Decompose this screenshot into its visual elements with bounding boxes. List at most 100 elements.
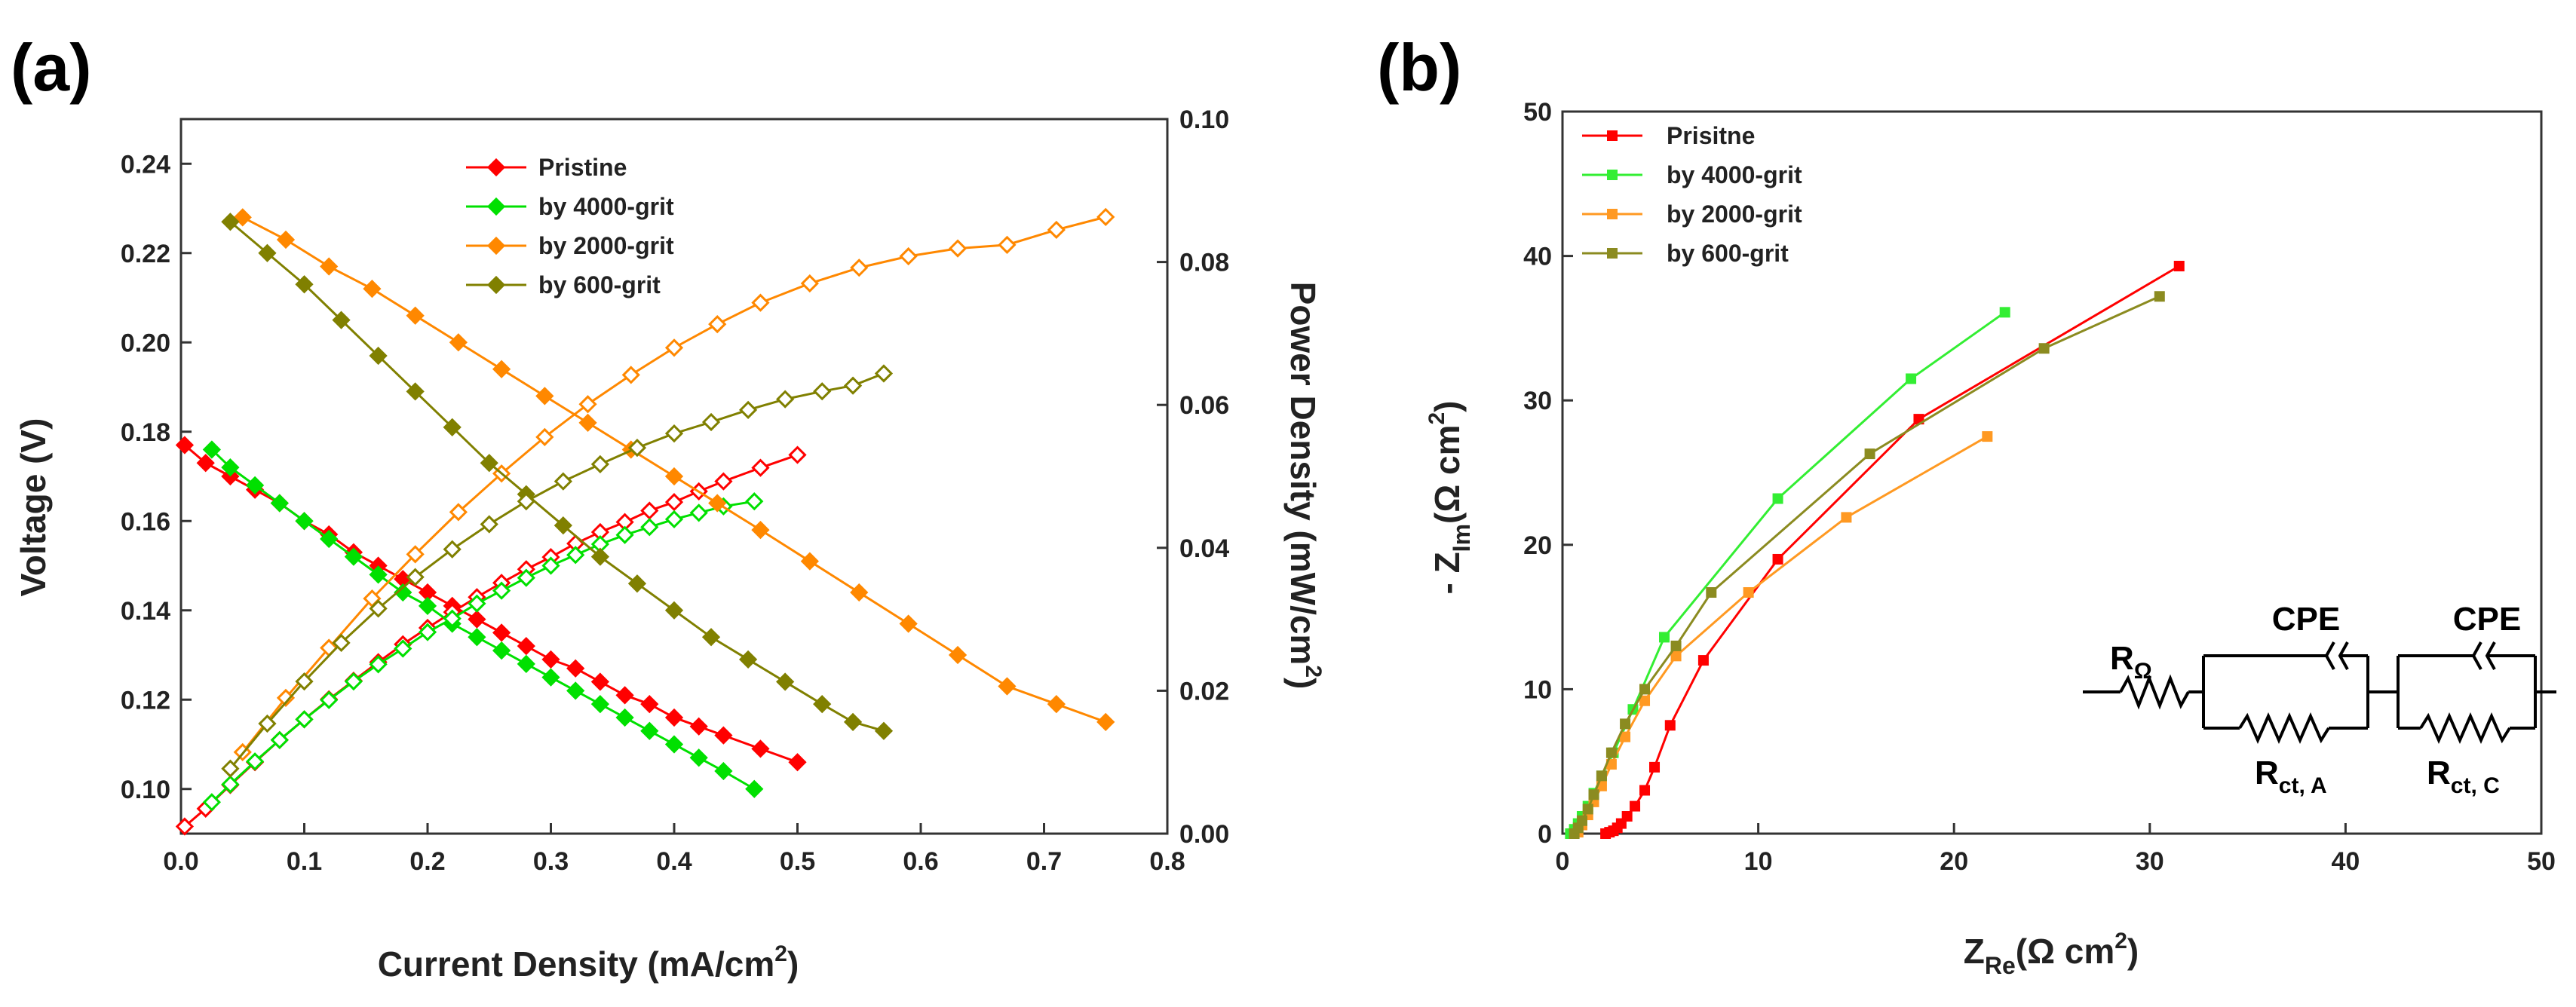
voltage-line	[242, 216, 1106, 724]
voltage-point	[480, 454, 498, 473]
voltage-point	[449, 333, 468, 352]
panel-a-ytick-label: 0.10	[121, 776, 170, 804]
power-point	[998, 235, 1017, 254]
impedance-point	[1841, 512, 1852, 523]
voltage-point	[369, 346, 388, 366]
voltage-point	[664, 735, 684, 754]
voltage-point	[363, 280, 382, 298]
impedance-point	[1772, 553, 1783, 565]
legend-marker	[1607, 248, 1618, 259]
voltage-point	[196, 454, 215, 473]
voltage-point	[406, 306, 425, 325]
voltage-point	[443, 418, 462, 436]
panel-a-y2tick-label: 0.02	[1179, 677, 1229, 706]
panel-b-xtick-label: 0	[1556, 847, 1570, 876]
voltage-point	[245, 476, 265, 494]
impedance-point	[1658, 632, 1670, 643]
voltage-point	[664, 601, 684, 620]
voltage-point	[270, 494, 289, 513]
voltage-point	[590, 547, 610, 566]
series-by-2000-grit-voltage	[233, 208, 1115, 731]
voltage-point	[1096, 712, 1115, 731]
r-omega-label: RΩ	[2110, 640, 2152, 684]
voltage-point	[233, 208, 252, 227]
voltage-point	[566, 659, 585, 678]
panel-a-y2tick-label: 0.06	[1179, 391, 1229, 420]
voltage-point	[751, 520, 770, 540]
panel-b-ytick-label: 10	[1523, 675, 1552, 704]
impedance-point	[1630, 800, 1641, 812]
voltage-point	[344, 547, 363, 566]
power-point	[751, 458, 770, 477]
voltage-point	[800, 552, 819, 571]
power-point	[664, 493, 684, 512]
voltage-point	[541, 650, 560, 669]
panel-b-ylabel-unit: (Ω cm	[1428, 425, 1467, 524]
panel-b-ylabel: - ZIm(Ω cm2)	[1424, 400, 1475, 594]
voltage-point	[295, 512, 314, 531]
impedance-point	[1697, 655, 1709, 666]
voltage-point	[320, 257, 339, 276]
r-omega-main: R	[2110, 640, 2134, 677]
voltage-point	[554, 516, 572, 535]
power-point	[468, 594, 486, 613]
panel-a-ytick-label: 0.24	[121, 150, 170, 179]
power-point	[874, 364, 894, 383]
power-point	[566, 546, 585, 565]
voltage-point	[745, 779, 764, 798]
series-by-600-grit-power	[221, 364, 894, 778]
voltage-point	[701, 628, 721, 647]
panel-a: (a) 0.0 0.1 0.2 0.3 0.4 0.5 0.6 0.7 0.80.100.120…	[11, 30, 1326, 984]
panel-a-xtick-label: 0.3	[533, 847, 569, 876]
impedance-point	[1982, 431, 1993, 442]
panel-b-frame	[1561, 110, 2543, 835]
impedance-point	[1772, 493, 1783, 504]
rct-c-resistor-icon	[2419, 712, 2511, 744]
voltage-point	[418, 596, 437, 615]
series-pristine-impedance	[1600, 261, 2185, 839]
series-by-4000-grit-impedance	[1565, 307, 2010, 839]
impedance-point	[1649, 761, 1661, 773]
power-point	[640, 501, 659, 520]
r-omega-resistor-icon	[2119, 674, 2190, 710]
voltage-point	[998, 677, 1017, 696]
panel-b-ytick-label: 30	[1523, 387, 1552, 415]
panel-b-ylabel-end: )	[1428, 400, 1467, 412]
voltage-point	[1047, 695, 1066, 714]
panel-b-plot: 0 10 20 30 40 50 0 10 20 30 40 50 Prisitne by 4000-gr…	[1523, 98, 2556, 876]
power-point	[689, 504, 708, 522]
panel-b-xlabel-end: )	[2127, 932, 2139, 971]
voltage-point	[320, 529, 339, 549]
panel-a-xtick-label: 0.5	[780, 847, 815, 876]
voltage-point	[813, 695, 832, 714]
cpe1-label: CPE	[2272, 601, 2340, 638]
voltage-point	[850, 583, 869, 602]
legend-label: by 4000-grit	[1667, 161, 1802, 188]
power-point	[664, 424, 684, 443]
power-line	[241, 216, 1106, 753]
panel-a-xlabel-sup: 2	[774, 941, 787, 966]
legend-marker	[486, 158, 506, 177]
voltage-point	[492, 623, 511, 642]
legend-marker	[486, 197, 506, 216]
panel-a-ytick-label: 0.12	[121, 686, 170, 715]
voltage-point	[664, 467, 684, 486]
voltage-point	[202, 440, 221, 459]
power-point	[627, 438, 647, 458]
panel-a-ytick-label: 0.20	[121, 329, 170, 357]
panel-a-ylabel: Voltage (V)	[14, 418, 53, 597]
voltage-point	[899, 614, 918, 633]
panel-a-xlabel: Current Density (mA/cm2)	[378, 941, 799, 984]
power-line	[229, 372, 885, 770]
power-point	[664, 338, 684, 357]
impedance-point	[1664, 720, 1676, 731]
panel-a-y2label-sup: 2	[1301, 665, 1326, 678]
power-point	[221, 775, 240, 794]
voltage-point	[221, 458, 240, 477]
impedance-point	[1670, 640, 1682, 651]
power-point	[492, 581, 511, 600]
voltage-point	[492, 641, 511, 660]
panel-a-y2label-main: Power Density (mW/cm	[1283, 282, 1323, 666]
panel-b-ytick-label: 0	[1538, 820, 1552, 849]
rct-a-sub: ct, A	[2279, 773, 2327, 798]
